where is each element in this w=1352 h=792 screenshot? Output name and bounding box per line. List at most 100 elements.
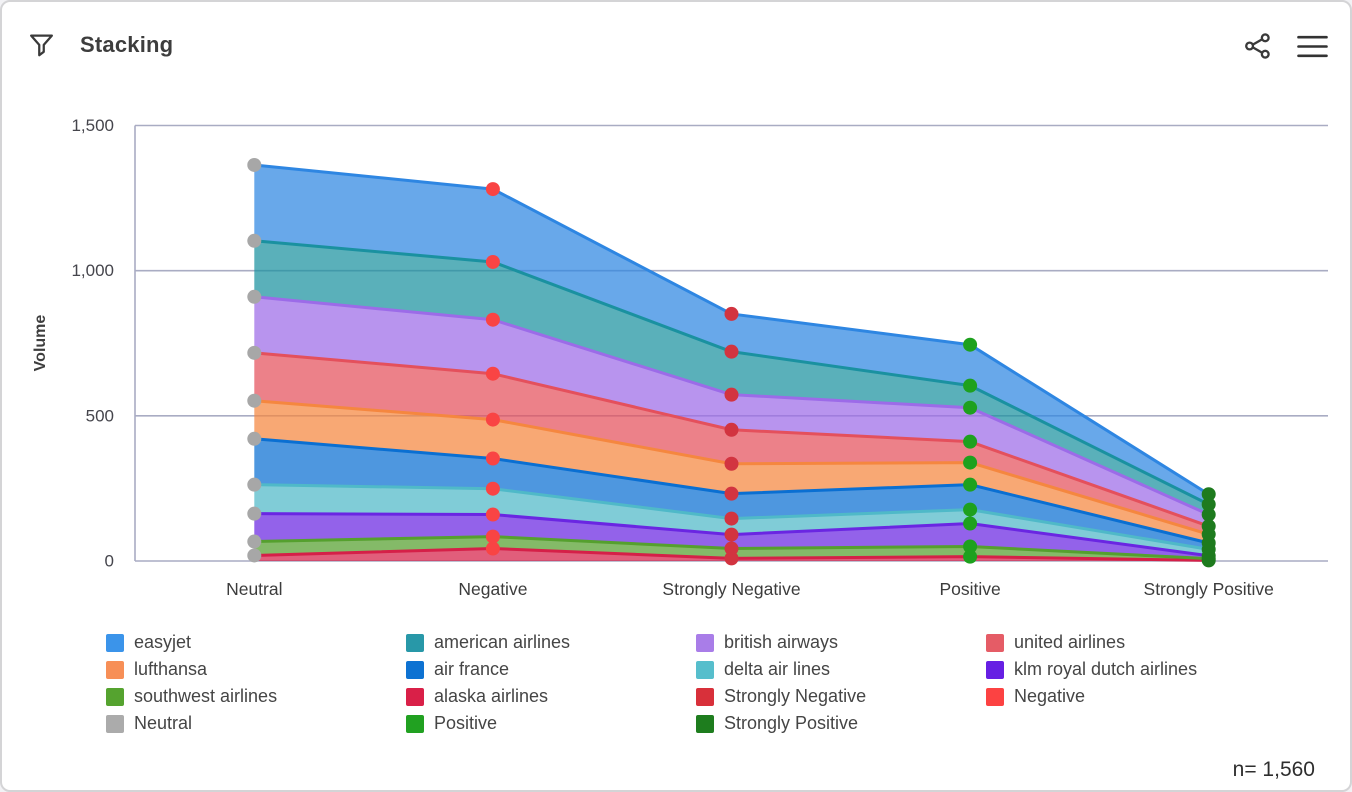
data-point-strongly-negative[interactable] (724, 527, 739, 542)
data-point-strongly-negative[interactable] (724, 541, 739, 556)
x-tick-label-strongly-positive: Strongly Positive (1144, 579, 1274, 599)
y-tick-label: 0 (105, 552, 114, 571)
legend-item-lufthansa[interactable]: lufthansa (106, 659, 406, 680)
data-point-strongly-negative[interactable] (724, 456, 739, 471)
data-point-strongly-negative[interactable] (724, 551, 739, 566)
legend-item-british-airways[interactable]: british airways (696, 632, 986, 653)
share-button[interactable] (1244, 32, 1272, 60)
data-point-negative[interactable] (485, 366, 500, 381)
data-point-strongly-positive[interactable] (1201, 507, 1216, 522)
data-point-strongly-negative[interactable] (724, 486, 739, 501)
hamburger-icon (1297, 35, 1328, 61)
data-point-negative[interactable] (485, 541, 500, 556)
data-point-neutral[interactable] (247, 548, 262, 563)
legend-item-negative[interactable]: Negative (986, 686, 1197, 707)
legend-swatch (106, 687, 124, 706)
legend-swatch (986, 687, 1004, 706)
stacked-area-chart: 0 500 1,000 1,500 Volume Neutral Negative Stron… (32, 116, 1328, 599)
legend-label: klm royal dutch airlines (1014, 659, 1198, 679)
data-point-positive[interactable] (963, 502, 978, 517)
legend-label: lufthansa (134, 659, 208, 679)
data-point-neutral[interactable] (247, 233, 262, 248)
legend-label: american airlines (434, 632, 571, 652)
legend-item-strongly-positive[interactable]: Strongly Positive (696, 713, 986, 734)
area-american-airlines (254, 240, 1209, 515)
data-point-negative[interactable] (485, 182, 500, 197)
page-title: Stacking (80, 32, 174, 57)
chart-legend: easyjet lufthansa southwest airlines Neutra… (106, 629, 1197, 737)
legend-label: Positive (434, 713, 498, 733)
data-point-negative[interactable] (485, 312, 500, 327)
legend-item-american-airlines[interactable]: american airlines (406, 632, 696, 653)
data-point-positive[interactable] (963, 337, 978, 352)
data-point-negative[interactable] (485, 507, 500, 522)
data-point-positive[interactable] (963, 455, 978, 470)
legend-item-neutral[interactable]: Neutral (106, 713, 406, 734)
legend-swatch (696, 714, 714, 733)
legend-swatch (986, 633, 1004, 652)
data-point-strongly-negative[interactable] (724, 422, 739, 437)
header: Stacking (2, 2, 1350, 90)
legend-label: Strongly Negative (724, 686, 867, 706)
legend-label: united airlines (1014, 632, 1126, 652)
data-point-positive[interactable] (963, 516, 978, 531)
legend-label: easyjet (134, 632, 192, 652)
legend-swatch (106, 714, 124, 733)
data-point-negative[interactable] (485, 529, 500, 544)
legend-label: alaska airlines (434, 686, 549, 706)
legend-item-united-airlines[interactable]: united airlines (986, 632, 1197, 653)
data-point-strongly-positive[interactable] (1201, 519, 1216, 534)
legend-label: southwest airlines (134, 686, 278, 706)
legend-swatch (406, 633, 424, 652)
data-point-positive[interactable] (963, 400, 978, 415)
legend-swatch (106, 660, 124, 679)
data-point-negative[interactable] (485, 481, 500, 496)
data-point-positive[interactable] (963, 434, 978, 449)
y-tick-label: 500 (86, 406, 114, 425)
y-tick-label: 1,500 (71, 116, 114, 135)
data-point-neutral[interactable] (247, 534, 262, 549)
data-point-positive[interactable] (963, 539, 978, 554)
legend-item-positive[interactable]: Positive (406, 713, 696, 734)
y-axis-title: Volume (32, 315, 49, 372)
data-point-neutral[interactable] (247, 289, 262, 304)
menu-button[interactable] (1297, 35, 1328, 58)
data-point-strongly-positive[interactable] (1201, 487, 1216, 502)
x-tick-label-negative: Negative (458, 579, 527, 599)
share-icon (1244, 33, 1272, 63)
filter-icon (28, 34, 55, 62)
data-point-strongly-negative[interactable] (724, 344, 739, 359)
legend-item-alaska-airlines[interactable]: alaska airlines (406, 686, 696, 707)
data-point-strongly-negative[interactable] (724, 306, 739, 321)
legend-swatch (696, 633, 714, 652)
data-point-negative[interactable] (485, 254, 500, 269)
legend-label: Neutral (134, 713, 193, 733)
area-easyjet (254, 164, 1209, 505)
x-tick-label-positive: Positive (939, 579, 1000, 599)
data-point-positive[interactable] (963, 378, 978, 393)
legend-item-southwest-airlines[interactable]: southwest airlines (106, 686, 406, 707)
legend-item-air-france[interactable]: air france (406, 659, 696, 680)
legend-item-easyjet[interactable]: easyjet (106, 632, 406, 653)
data-point-strongly-positive[interactable] (1201, 497, 1216, 512)
filter-button[interactable] (28, 32, 55, 59)
data-point-negative[interactable] (485, 412, 500, 427)
x-tick-label-neutral: Neutral (226, 579, 282, 599)
data-point-neutral[interactable] (247, 345, 262, 360)
data-point-negative[interactable] (485, 451, 500, 466)
data-point-positive[interactable] (963, 549, 978, 564)
x-tick-label-strongly-negative: Strongly Negative (662, 579, 800, 599)
data-point-neutral[interactable] (247, 506, 262, 521)
data-point-neutral[interactable] (247, 431, 262, 446)
data-point-positive[interactable] (963, 477, 978, 492)
data-point-neutral[interactable] (247, 393, 262, 408)
legend-label: delta air lines (724, 659, 831, 679)
data-point-strongly-negative[interactable] (724, 387, 739, 402)
data-point-strongly-negative[interactable] (724, 511, 739, 526)
legend-item-strongly-negative[interactable]: Strongly Negative (696, 686, 986, 707)
legend-item-delta-air-lines[interactable]: delta air lines (696, 659, 986, 680)
legend-item-klm-royal-dutch-airlines[interactable]: klm royal dutch airlines (986, 659, 1197, 680)
data-point-neutral[interactable] (247, 157, 262, 172)
data-point-neutral[interactable] (247, 477, 262, 492)
